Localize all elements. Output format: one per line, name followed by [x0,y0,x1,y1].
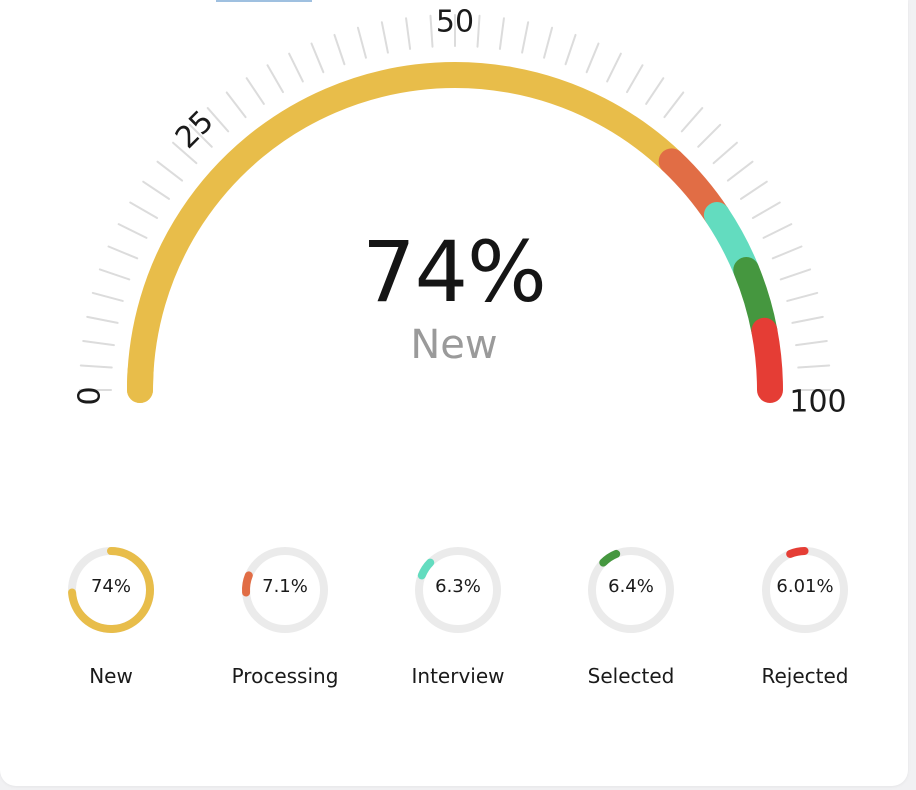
gauge-tick [188,123,213,148]
gauge-tick [498,17,505,50]
gauge-tick-label-25: 25 [169,104,221,156]
donut-label-new: New [89,664,133,688]
gauge-tick [79,364,113,369]
donut-chart-rejected [762,547,848,633]
gauge-tick [680,107,704,133]
donut-item-rejected: 6.01% Rejected [718,540,892,700]
gauge-segments [127,62,783,403]
donut-value-new: 74% [90,576,131,597]
donut-track [415,547,501,633]
donut-item-new: 74% New [24,540,198,700]
gauge-tick [405,17,412,50]
gauge-segment-new-cap [127,357,154,403]
donut-label-selected: Selected [587,664,675,688]
gauge-tick-label-100: 100 [789,385,846,420]
gauge-tick [712,141,738,165]
gauge-tick [771,245,803,260]
gauge-tick [107,245,139,260]
donut-value-rejected: 6.01% [776,576,834,597]
donut-chart-new [68,547,154,633]
gauge-tick [543,26,554,59]
gauge-tick [142,180,170,200]
donut-value-selected: 6.4% [608,576,654,597]
donut-value-processing: 7.1% [262,576,308,597]
donut-item-interview: 6.3% Interview [371,540,545,700]
gauge-tick [206,107,230,133]
gauge-tick [797,364,831,369]
donut-row: 74% New 7.1% Processing 6.3% Interview [24,540,892,700]
gauge-tick [663,91,685,119]
gauge-tick [786,291,819,302]
gauge-tick [791,315,824,324]
gauge-tick [585,42,600,74]
donut-label-rejected: Rejected [761,664,849,688]
gauge-tick [333,33,346,66]
gauge-tick [626,64,644,94]
tab-indicator [216,0,312,2]
donut-value-interview: 6.3% [435,576,481,597]
gauge-tick [429,14,434,48]
donut-arc-rejected [786,547,809,558]
gauge-tick [245,77,265,105]
gauge-tick [779,268,812,281]
gauge-tick [310,42,325,74]
gauge-tick [129,201,159,219]
gauge-tick [751,201,781,219]
gauge-tick [117,223,148,239]
gauge-tick-label-0: 0 [73,386,108,405]
gauge-segment-rejected [751,317,783,403]
gauge-tick [795,340,828,347]
gauge-tick [645,77,665,105]
donut-chart-selected [588,547,674,633]
gauge-tick [266,64,284,94]
gauge-tick [172,141,198,165]
gauge-tick [225,91,247,119]
gauge-tick [288,52,304,83]
gauge-tick [356,26,367,59]
gauge-tick [98,268,131,281]
donut-item-selected: 6.4% Selected [544,540,718,700]
donut-arc-processing [242,571,253,597]
gauge-tick [726,160,754,182]
donut-chart-processing [242,547,328,633]
gauge-tick [380,21,389,54]
gauge-ticks [79,14,831,391]
gauge-tick [521,21,530,54]
donut-arc-new [68,547,154,633]
donut-chart-interview [415,547,501,633]
donut-arc-selected [599,549,621,567]
gauge-chart: 0 25 50 100 [73,5,847,420]
donut-label-interview: Interview [411,664,505,688]
gauge-tick [697,123,722,148]
gauge-tick [606,52,622,83]
gauge-tick [762,223,793,239]
gauge-tick [476,14,481,48]
donut-label-processing: Processing [231,664,339,688]
donut-arc-interview [417,558,435,580]
gauge-tick [82,340,115,347]
donut-item-processing: 7.1% Processing [198,540,372,700]
gauge-tick-label-50: 50 [436,5,474,40]
gauge-segment-new [127,62,685,403]
gauge-tick [91,291,124,302]
donut-track [588,547,674,633]
gauge-tick [156,160,184,182]
gauge-tick [86,315,119,324]
gauge-tick [564,33,577,66]
gauge-tick [740,180,768,200]
gauge-center-label: New [410,322,498,368]
gauge-center-value: 74% [362,223,547,321]
